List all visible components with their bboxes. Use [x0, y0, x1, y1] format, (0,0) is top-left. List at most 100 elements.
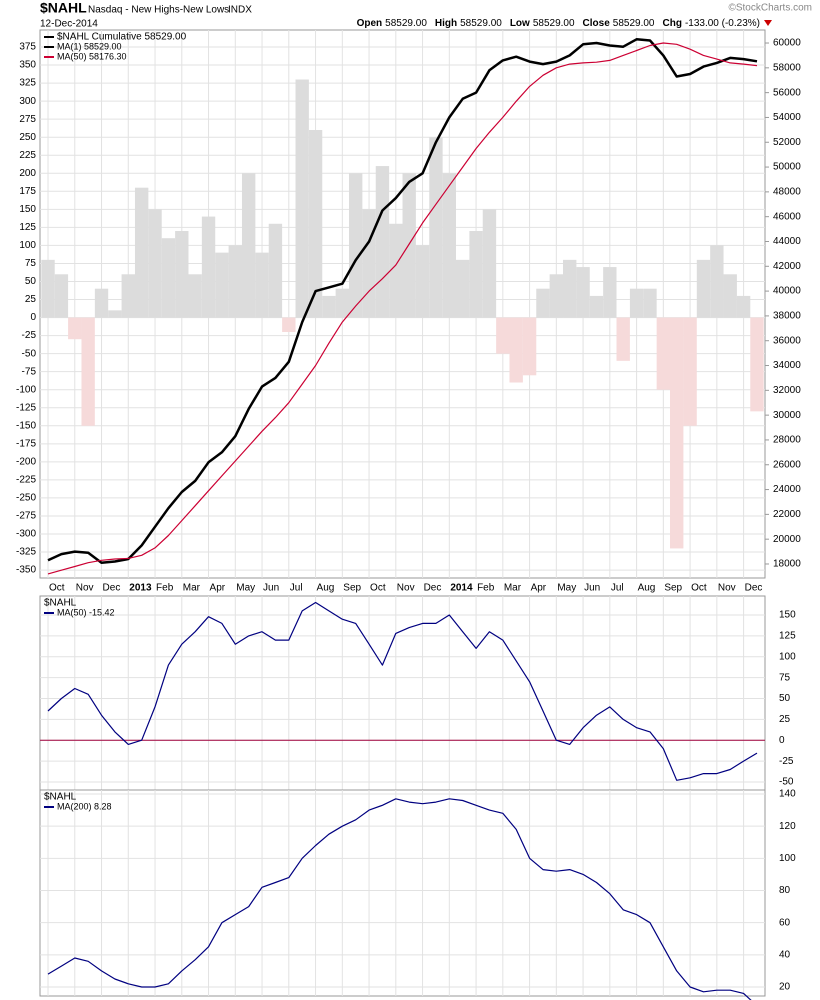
y-tick-label: 75 — [779, 672, 791, 683]
area-bar — [175, 230, 189, 318]
series-line — [47, 38, 758, 564]
y-tick-label: -150 — [16, 420, 36, 431]
y-tick-label: 225 — [19, 150, 36, 161]
y-tick-label: -325 — [16, 547, 36, 558]
quote-value: 58529.00 — [533, 18, 575, 29]
area-bar — [750, 317, 764, 412]
x-tick-label: Dec — [745, 583, 763, 594]
quote-value: 58529.00 — [613, 18, 655, 29]
x-tick-label: 2013 — [129, 583, 152, 594]
quote-label: Open — [357, 18, 383, 29]
y-tick-label: -50 — [22, 348, 37, 359]
legend-entry: MA(200) 8.28 — [57, 801, 112, 811]
area-bar — [81, 317, 95, 426]
x-tick-label: Dec — [103, 583, 121, 594]
area-bar — [482, 209, 497, 318]
y-tick-label: 300 — [19, 96, 36, 107]
area-bar — [161, 238, 176, 318]
area-bar — [415, 245, 430, 318]
y-tick-label: 100 — [779, 853, 796, 864]
area-bar — [442, 173, 457, 318]
y-tick-label: -350 — [16, 565, 36, 576]
area-bar — [469, 230, 483, 318]
symbol: $NAHL — [40, 0, 87, 16]
x-tick-label: Mar — [504, 583, 522, 594]
area-bar — [576, 267, 590, 318]
area-bar — [589, 295, 604, 318]
y-tick-label: -175 — [16, 438, 36, 449]
x-tick-label: Feb — [156, 583, 174, 594]
x-tick-label: Dec — [424, 583, 442, 594]
area-bar — [362, 209, 376, 318]
y2-tick-label: 36000 — [773, 335, 801, 346]
series-line — [47, 798, 752, 1000]
area-bar — [308, 129, 323, 318]
y-tick-label: 25 — [779, 714, 791, 725]
area-bar — [696, 259, 711, 318]
y2-tick-label: 32000 — [773, 385, 801, 396]
area-bar — [134, 187, 149, 318]
x-tick-label: Feb — [477, 583, 495, 594]
area-bar — [616, 317, 630, 361]
area-bar — [536, 288, 550, 318]
y-tick-label: 0 — [30, 312, 36, 323]
y2-tick-label: 60000 — [773, 38, 801, 49]
area-bar — [148, 209, 162, 318]
area-bar — [429, 137, 443, 318]
quote-value: -133.00 (-0.23%) — [685, 18, 760, 29]
quote-label: Chg — [663, 18, 682, 29]
x-tick-label: Jul — [290, 583, 303, 594]
area-bar — [68, 317, 82, 340]
y2-tick-label: 34000 — [773, 360, 801, 371]
y-tick-label: 175 — [19, 186, 36, 197]
x-tick-label: Jun — [584, 583, 600, 594]
area-bar — [268, 223, 283, 318]
x-tick-label: Aug — [638, 583, 656, 594]
area-bar — [54, 274, 69, 318]
legend-title: $NAHL — [44, 598, 77, 609]
y-tick-label: -125 — [16, 402, 36, 413]
y-tick-label: 375 — [19, 42, 36, 53]
y2-tick-label: 52000 — [773, 137, 801, 148]
x-tick-label: Oct — [370, 583, 386, 594]
legend-entry: MA(50) 58176.30 — [57, 51, 127, 61]
area-bar — [723, 274, 737, 318]
area-bar — [121, 274, 135, 318]
y2-tick-label: 46000 — [773, 211, 801, 222]
y2-tick-label: 58000 — [773, 62, 801, 73]
x-tick-label: Oct — [691, 583, 707, 594]
y-tick-label: 200 — [19, 168, 36, 179]
area-bar — [228, 245, 242, 318]
y2-tick-label: 20000 — [773, 534, 801, 545]
y-tick-label: -75 — [22, 366, 37, 377]
y-tick-label: 20 — [779, 982, 791, 993]
x-tick-label: Apr — [210, 583, 226, 594]
y-tick-label: 60 — [779, 917, 791, 928]
x-tick-label: Sep — [664, 583, 682, 594]
y-tick-label: -25 — [779, 756, 794, 767]
y-tick-label: 125 — [779, 631, 796, 642]
y-tick-label: -250 — [16, 493, 36, 504]
area-bar — [549, 274, 564, 318]
quote-line: Open 58529.00 High 58529.00 Low 58529.00 Close… — [357, 18, 760, 29]
quote-value: 58529.00 — [460, 18, 502, 29]
y2-tick-label: 54000 — [773, 112, 801, 123]
y2-tick-label: 50000 — [773, 162, 801, 173]
area-bar — [295, 79, 309, 318]
x-tick-label: Apr — [531, 583, 547, 594]
y-tick-label: -100 — [16, 384, 36, 395]
area-bar — [322, 295, 336, 318]
x-tick-label: Aug — [317, 583, 335, 594]
copyright: ©StockCharts.com — [728, 3, 812, 14]
area-bar — [656, 317, 671, 390]
area-bar — [643, 288, 657, 318]
y-tick-label: 100 — [19, 240, 36, 251]
area-bar — [496, 317, 510, 354]
area-bar — [522, 317, 537, 376]
y-tick-label: 40 — [779, 949, 791, 960]
quote-label: High — [435, 18, 457, 29]
y2-tick-label: 18000 — [773, 559, 801, 570]
y-tick-label: -25 — [22, 330, 37, 341]
y-tick-label: 150 — [19, 204, 36, 215]
